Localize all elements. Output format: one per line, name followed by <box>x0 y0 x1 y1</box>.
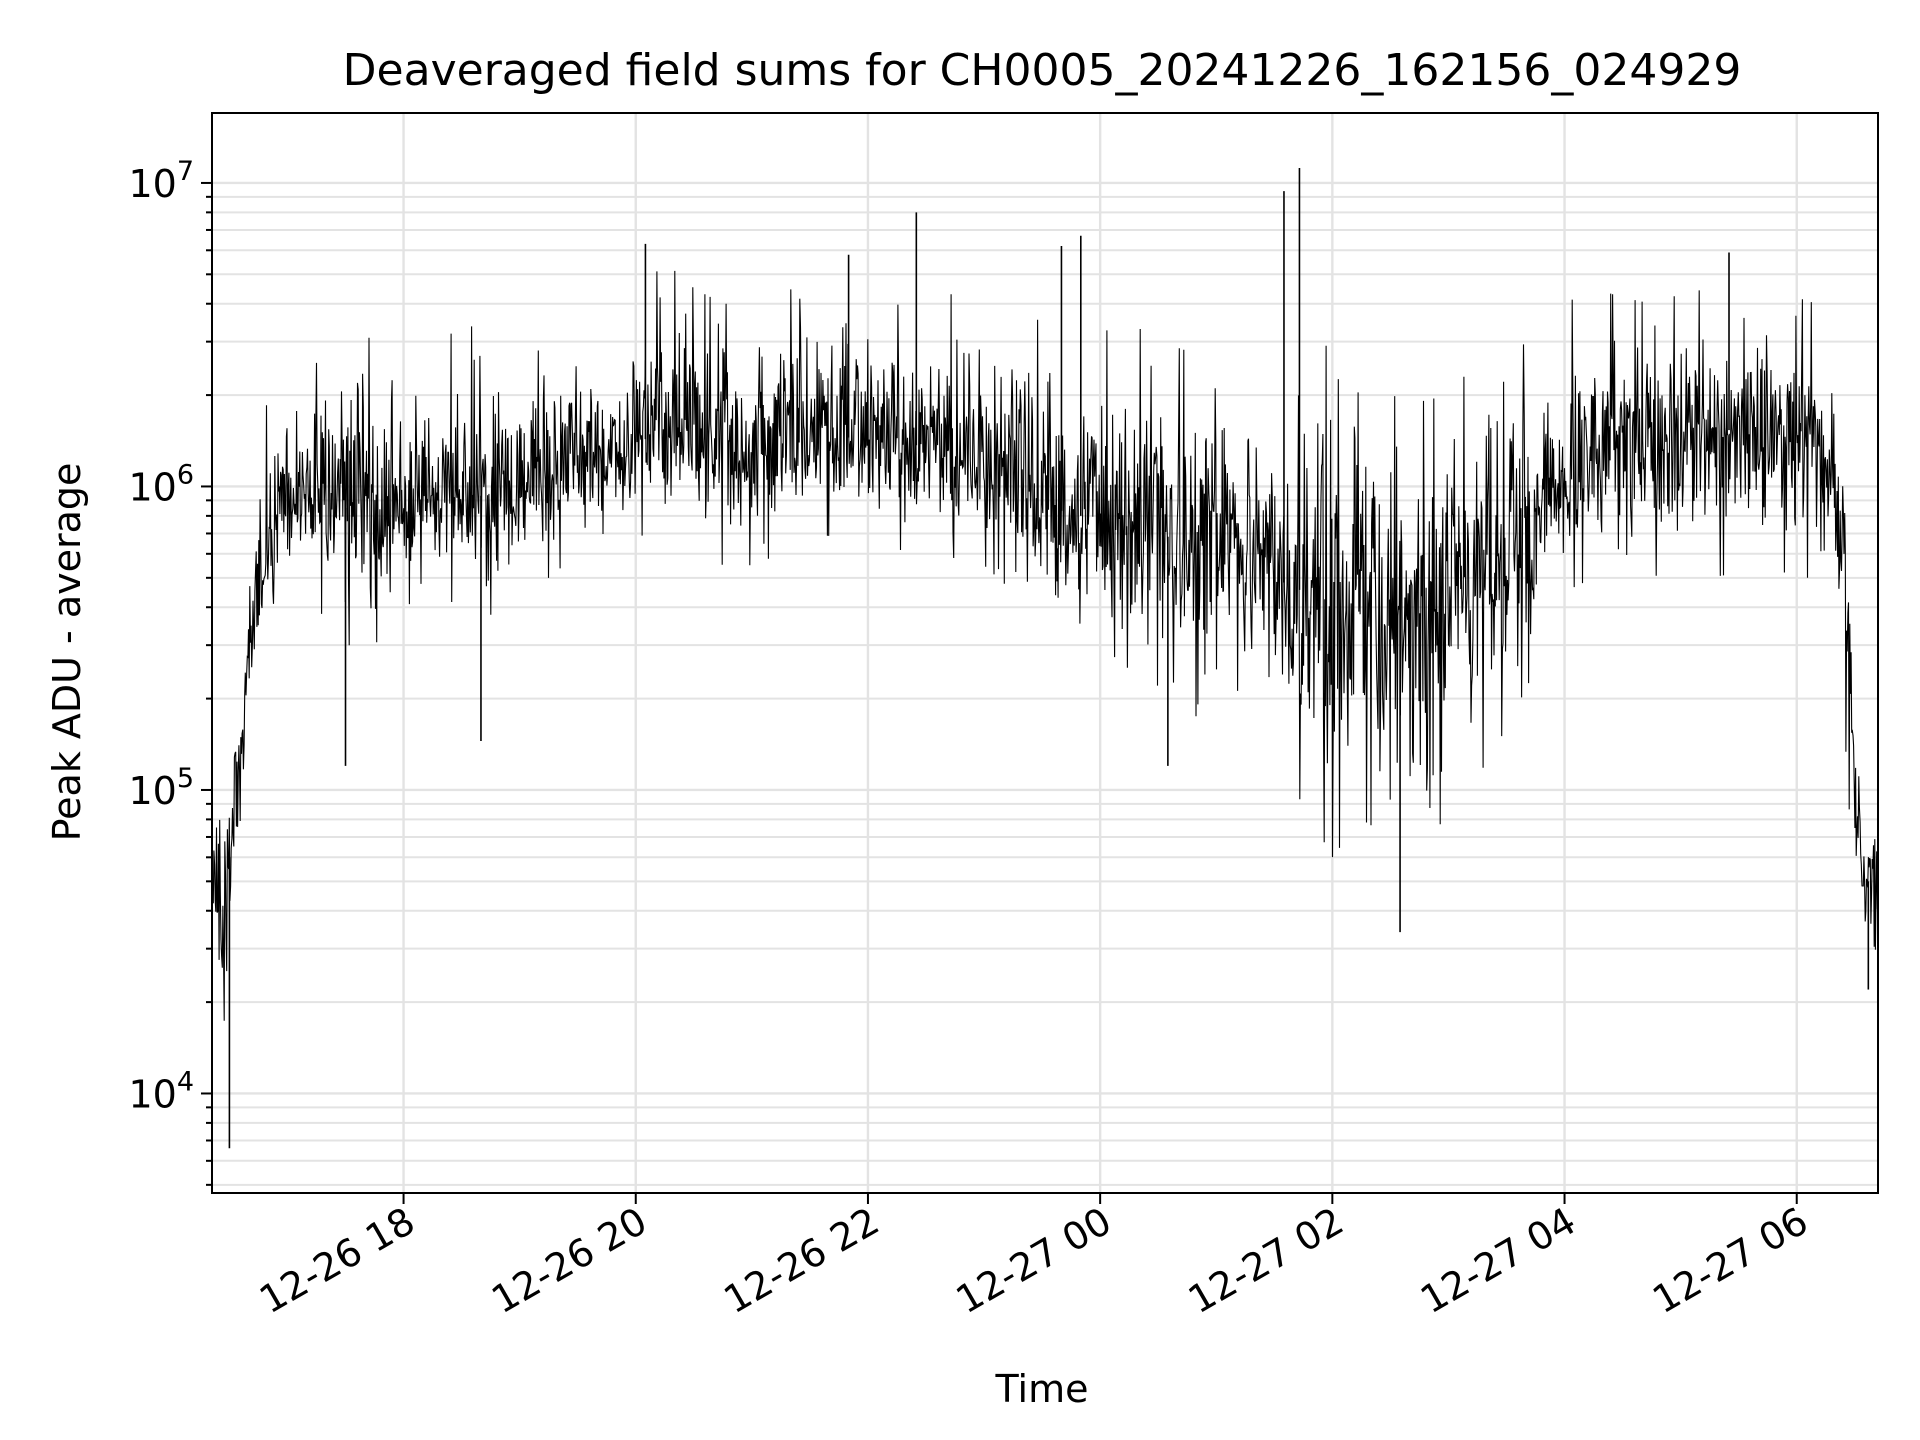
y-tick-label-base: 10 <box>128 162 176 206</box>
data-layer <box>211 168 1879 1149</box>
y-tick-label-base: 10 <box>128 465 176 509</box>
y-tick-label: 105 <box>128 763 194 813</box>
y-tick-label: 107 <box>128 156 194 206</box>
y-tick-label-exponent: 6 <box>177 459 194 490</box>
y-tick-label-base: 10 <box>128 769 176 813</box>
plot-frame <box>211 112 1879 1194</box>
x-axis-label: Time <box>995 1367 1089 1411</box>
series-line <box>211 270 1879 1021</box>
y-tick-label-exponent: 4 <box>177 1066 194 1097</box>
y-axis-label: Peak ADU - average <box>45 463 89 842</box>
y-tick-label-exponent: 7 <box>177 156 194 187</box>
y-tick-label-base: 10 <box>128 1072 176 1116</box>
y-tick-label: 106 <box>128 459 194 509</box>
y-tick-label-exponent: 5 <box>177 763 194 794</box>
y-tick-label: 104 <box>128 1066 194 1116</box>
chart-title: Deaveraged field sums for CH0005_2024122… <box>343 45 1742 96</box>
